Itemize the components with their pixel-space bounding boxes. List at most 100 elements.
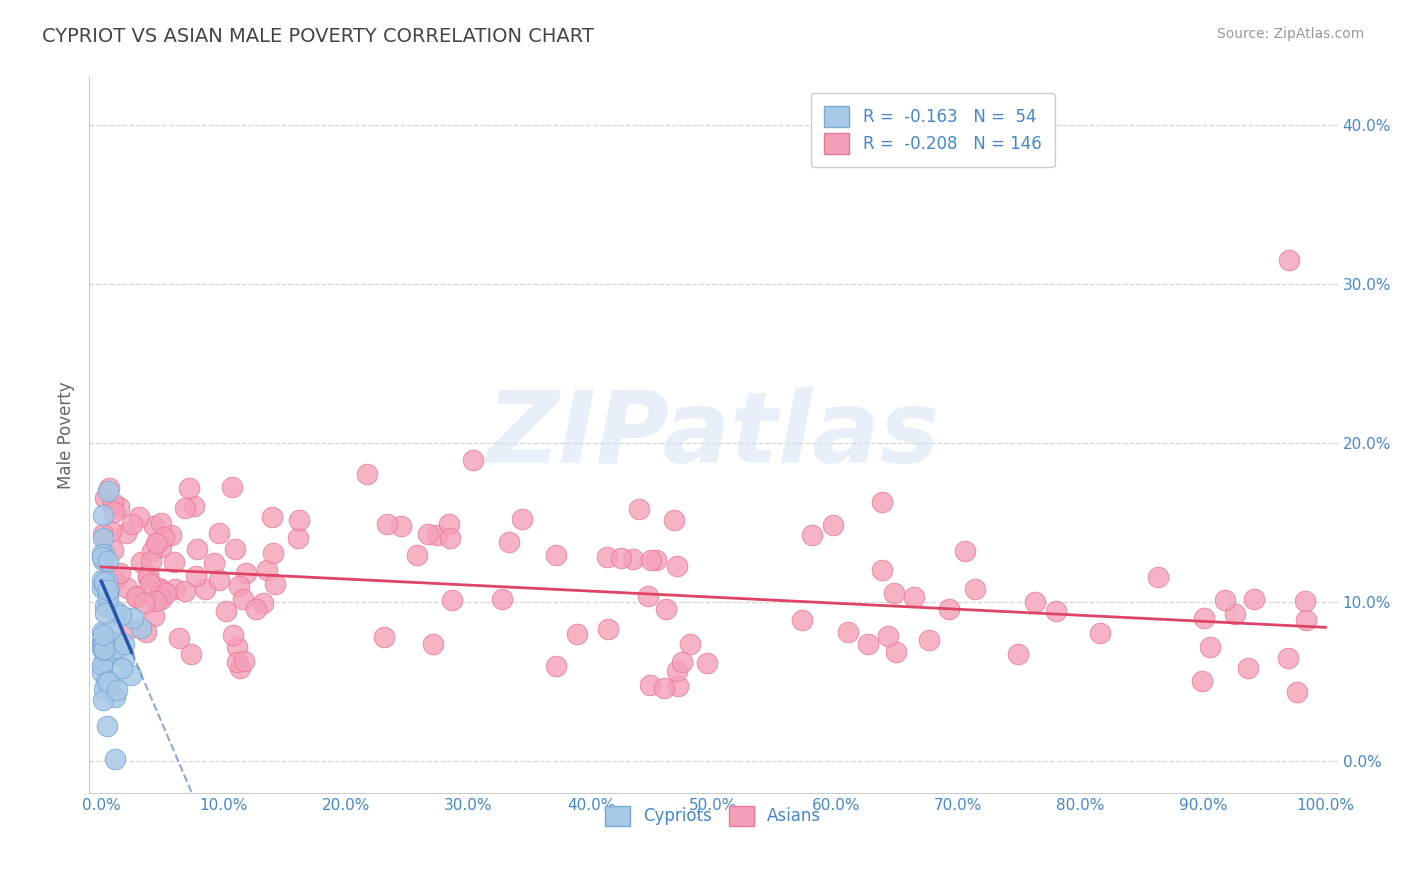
Point <box>117 582 139 596</box>
Point <box>91 547 114 561</box>
Point <box>1277 651 1299 665</box>
Point <box>129 555 152 569</box>
Point <box>356 467 378 481</box>
Point <box>652 681 675 696</box>
Point <box>183 500 205 514</box>
Point <box>1090 626 1112 640</box>
Point <box>97 633 120 648</box>
Point <box>145 536 167 550</box>
Point <box>93 632 115 646</box>
Point <box>94 599 117 613</box>
Point <box>1147 570 1170 584</box>
Point <box>288 513 311 527</box>
Point <box>112 651 135 665</box>
Point <box>439 531 461 545</box>
Point <box>94 606 117 620</box>
Point <box>91 527 114 541</box>
Point <box>121 611 143 625</box>
Point <box>224 541 246 556</box>
Point <box>104 607 127 621</box>
Point <box>491 591 513 606</box>
Point <box>877 629 900 643</box>
Point <box>97 582 120 597</box>
Point <box>870 495 893 509</box>
Point <box>115 525 138 540</box>
Point <box>91 508 114 522</box>
Point <box>264 577 287 591</box>
Point <box>150 540 173 554</box>
Point <box>128 510 150 524</box>
Point <box>263 546 285 560</box>
Point <box>567 627 589 641</box>
Point <box>117 623 139 637</box>
Point <box>389 519 412 533</box>
Point <box>790 613 813 627</box>
Point <box>207 526 229 541</box>
Point <box>145 594 167 608</box>
Point <box>104 573 127 587</box>
Point <box>100 524 122 538</box>
Point <box>104 690 127 704</box>
Text: CYPRIOT VS ASIAN MALE POVERTY CORRELATION CHART: CYPRIOT VS ASIAN MALE POVERTY CORRELATIO… <box>42 27 595 45</box>
Point <box>598 622 620 636</box>
Point <box>666 665 689 679</box>
Point <box>440 593 463 607</box>
Point <box>228 579 250 593</box>
Point <box>426 527 449 541</box>
Point <box>1199 640 1222 654</box>
Point <box>149 591 172 606</box>
Point <box>120 667 142 681</box>
Point <box>97 591 120 605</box>
Point <box>422 637 444 651</box>
Point <box>97 481 120 495</box>
Point <box>108 566 131 581</box>
Point <box>90 665 112 679</box>
Point <box>90 635 112 649</box>
Point <box>610 551 633 566</box>
Point <box>228 661 250 675</box>
Point <box>105 682 128 697</box>
Point <box>146 536 169 550</box>
Point <box>194 582 217 596</box>
Point <box>903 590 925 604</box>
Point <box>416 527 439 541</box>
Point <box>644 553 666 567</box>
Point <box>1295 613 1317 627</box>
Point <box>101 496 124 510</box>
Point <box>125 590 148 604</box>
Point <box>287 532 309 546</box>
Point <box>917 632 939 647</box>
Point <box>1237 661 1260 675</box>
Point <box>112 637 135 651</box>
Point <box>94 491 117 506</box>
Point <box>97 483 120 498</box>
Point <box>627 501 650 516</box>
Point <box>111 661 134 675</box>
Point <box>93 681 115 696</box>
Point <box>252 597 274 611</box>
Point <box>93 641 115 656</box>
Point <box>97 554 120 568</box>
Point <box>180 648 202 662</box>
Point <box>858 637 880 651</box>
Point <box>93 547 115 561</box>
Point <box>101 543 124 558</box>
Point <box>1243 592 1265 607</box>
Point <box>1191 673 1213 688</box>
Point <box>160 527 183 541</box>
Point <box>821 518 844 533</box>
Point <box>1007 647 1029 661</box>
Point <box>135 624 157 639</box>
Point <box>149 583 172 598</box>
Point <box>138 571 160 585</box>
Point <box>232 591 254 606</box>
Point <box>167 631 190 645</box>
Point <box>91 628 114 642</box>
Point <box>1045 604 1067 618</box>
Text: ZIPatlas: ZIPatlas <box>486 386 941 483</box>
Point <box>110 607 132 622</box>
Point <box>595 549 617 564</box>
Point <box>94 574 117 588</box>
Point <box>235 566 257 581</box>
Point <box>91 582 114 596</box>
